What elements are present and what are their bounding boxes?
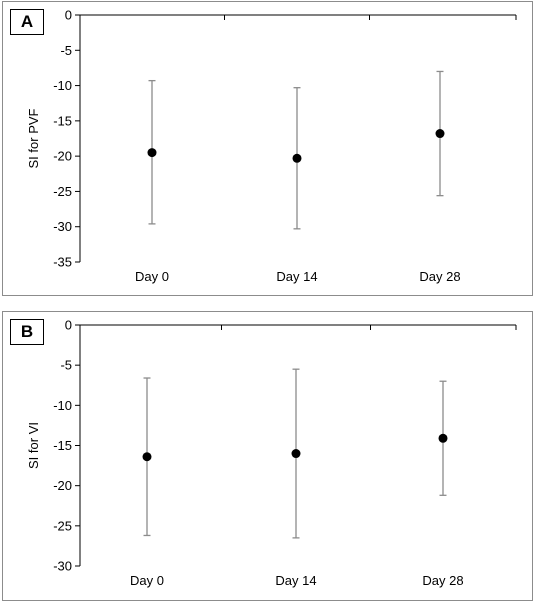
- y-tick-label: -5: [60, 43, 72, 58]
- x-category-label: Day 14: [276, 269, 317, 284]
- panel-label-b: B: [10, 319, 44, 345]
- data-point: [147, 148, 157, 158]
- data-point: [291, 449, 301, 459]
- y-tick-label: -35: [53, 255, 72, 270]
- y-tick-label: -10: [53, 78, 72, 93]
- y-tick-label: 0: [65, 318, 72, 333]
- x-category-label: Day 14: [275, 573, 316, 588]
- x-category-label: Day 0: [135, 269, 169, 284]
- y-tick-label: -25: [53, 184, 72, 199]
- y-axis-label: SI for PVF: [26, 108, 41, 168]
- y-tick-label: -15: [53, 438, 72, 453]
- data-point: [435, 129, 445, 139]
- y-tick-label: -15: [53, 113, 72, 128]
- data-point: [292, 153, 302, 163]
- y-tick-label: -5: [60, 358, 72, 373]
- y-tick-label: -20: [53, 478, 72, 493]
- chart-a-svg: 0 -5 -10 -15 -20 -25 -30 -35 Day 0 Day 14 Day 28 SI…: [26, 8, 517, 284]
- y-tick-label: -10: [53, 398, 72, 413]
- data-point: [142, 452, 152, 462]
- chart-panel-b: B 0 -5 -10 -15 -20 -25 -30 Day 0 Day 14 Day 28 SI …: [2, 311, 533, 601]
- data-point: [438, 433, 448, 443]
- y-tick-label: -25: [53, 518, 72, 533]
- y-tick-label: 0: [65, 8, 72, 23]
- x-category-label: Day 0: [130, 573, 164, 588]
- chart-panel-a: A 0 -5 -10 -15 -20 -25 -30 -35 Day 0 Day 14 Day 28…: [2, 1, 533, 296]
- x-category-label: Day 28: [422, 573, 463, 588]
- x-category-label: Day 28: [419, 269, 460, 284]
- y-axis-label: SI for VI: [26, 422, 41, 469]
- panel-label-a: A: [10, 9, 44, 35]
- y-tick-label: -30: [53, 559, 72, 574]
- y-tick-label: -20: [53, 149, 72, 164]
- y-tick-label: -30: [53, 219, 72, 234]
- chart-b-svg: 0 -5 -10 -15 -20 -25 -30 Day 0 Day 14 Day 28 SI fo…: [26, 318, 517, 588]
